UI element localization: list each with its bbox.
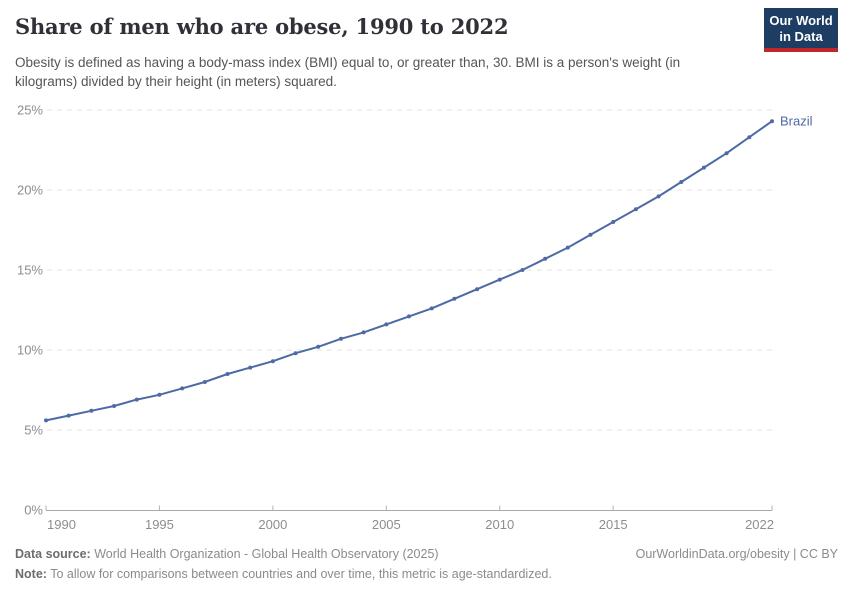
data-point[interactable]	[679, 180, 684, 184]
data-point[interactable]	[248, 365, 253, 370]
data-source-text: World Health Organization - Global Healt…	[90, 547, 439, 561]
data-point[interactable]	[565, 245, 570, 250]
x-tick-label: 2010	[485, 517, 514, 532]
chart-footer: Data source: World Health Organization -…	[15, 544, 838, 584]
data-point[interactable]	[361, 330, 366, 335]
data-point[interactable]	[44, 418, 48, 423]
data-point[interactable]	[633, 207, 638, 212]
data-point[interactable]	[293, 351, 298, 356]
data-point[interactable]	[475, 287, 480, 292]
y-tick-label: 5%	[24, 423, 43, 438]
data-point[interactable]	[747, 135, 752, 140]
data-point[interactable]	[656, 194, 661, 199]
chart-subtitle: Obesity is defined as having a body-mass…	[15, 55, 681, 90]
data-point[interactable]	[112, 404, 117, 408]
y-tick-label: 0%	[24, 503, 43, 518]
data-source-line: Data source: World Health Organization -…	[15, 544, 552, 564]
x-tick-label: 2005	[372, 517, 401, 532]
data-point[interactable]	[180, 386, 185, 391]
data-point[interactable]	[724, 151, 729, 156]
data-point[interactable]	[270, 359, 275, 364]
footer-source-note: Data source: World Health Organization -…	[15, 544, 552, 584]
data-point[interactable]	[316, 344, 321, 349]
x-tick-label: 1990	[47, 517, 76, 532]
x-tick-label: 2000	[258, 517, 287, 532]
data-point[interactable]	[588, 232, 593, 237]
data-point[interactable]	[338, 336, 343, 341]
owid-logo-line2: in Data	[779, 28, 823, 44]
x-tick-label: 2022	[745, 517, 774, 532]
data-point[interactable]	[157, 392, 162, 397]
page-title: Share of men who are obese, 1990 to 2022	[15, 14, 509, 39]
line-series-brazil[interactable]	[45, 120, 773, 422]
x-tick-label: 1995	[145, 517, 174, 532]
data-point[interactable]	[497, 277, 502, 282]
y-tick-label: 10%	[17, 343, 43, 358]
note-line: Note: To allow for comparisons between c…	[15, 564, 552, 584]
data-source-label: Data source:	[15, 547, 91, 561]
data-point[interactable]	[225, 372, 230, 376]
owid-logo[interactable]: Our World in Data	[764, 8, 838, 53]
series-end-label[interactable]: Brazil	[780, 114, 813, 129]
data-point[interactable]	[452, 296, 457, 301]
data-point[interactable]	[407, 314, 411, 319]
data-point[interactable]	[89, 408, 94, 413]
data-point[interactable]	[770, 119, 774, 124]
x-tick-label: 2015	[599, 517, 628, 532]
y-tick-label: 15%	[17, 263, 43, 278]
y-tick-label: 20%	[17, 183, 43, 198]
data-point[interactable]	[520, 268, 525, 272]
data-point[interactable]	[384, 322, 389, 327]
line-chart[interactable]: 0% 5% 10% 15% 20% 25% 1990 1995 2000 2005 2010 2015…	[0, 95, 850, 543]
credit-link[interactable]: OurWorldinData.org/obesity | CC BY	[635, 547, 838, 561]
data-point[interactable]	[429, 306, 434, 311]
data-point[interactable]	[66, 413, 71, 418]
owid-logo-line1: Our World	[769, 13, 833, 28]
data-point[interactable]	[611, 220, 616, 224]
y-tick-label: 25%	[17, 103, 43, 118]
note-label: Note:	[15, 567, 47, 581]
data-point[interactable]	[701, 165, 706, 170]
data-point[interactable]	[202, 380, 207, 384]
data-point[interactable]	[543, 256, 548, 261]
data-point[interactable]	[134, 397, 139, 402]
note-text: To allow for comparisons between countri…	[46, 567, 552, 581]
